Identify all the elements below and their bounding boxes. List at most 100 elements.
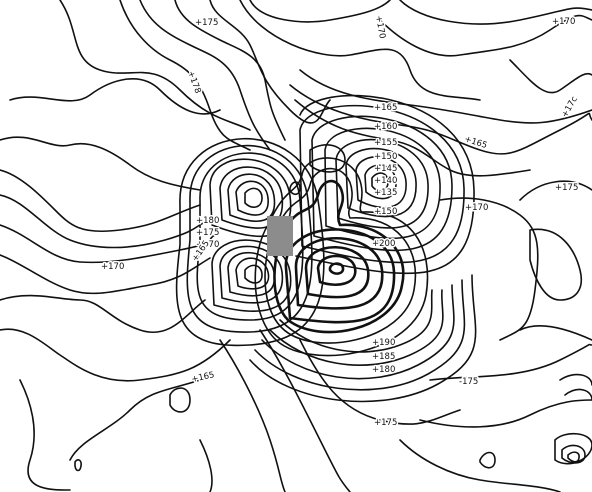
contour-label: +185 <box>372 352 395 362</box>
contour-line <box>174 0 286 141</box>
contour-line <box>244 187 263 208</box>
contour-line <box>0 224 216 264</box>
contour-line <box>279 289 433 353</box>
contour-label: +155 <box>374 138 397 148</box>
contour-line <box>227 173 276 222</box>
contour-label: +165 <box>190 239 212 264</box>
contour-line <box>439 197 539 341</box>
contour-label: +175 <box>195 18 218 28</box>
contour-label: +160 <box>374 122 397 132</box>
contour-line <box>559 373 592 386</box>
contour-label: +170 <box>101 262 124 272</box>
contour-label: +150 <box>374 152 397 162</box>
contour-line <box>519 180 592 201</box>
contour-line <box>264 167 417 344</box>
contour-line <box>254 157 429 357</box>
contour-line <box>289 181 301 196</box>
contour-line <box>74 459 82 472</box>
contour-line <box>509 59 592 94</box>
contour-line <box>269 289 444 366</box>
contour-line <box>295 94 475 275</box>
contour-label: +135 <box>374 188 397 198</box>
contour-label: +170 <box>465 203 488 213</box>
contour-line <box>324 127 441 240</box>
contour-line <box>259 329 351 492</box>
contour-line <box>119 0 251 151</box>
contour-line <box>273 179 405 334</box>
contour-line <box>379 14 592 57</box>
contour-label: +145 <box>374 164 397 174</box>
contour-line <box>235 180 269 216</box>
contour-line <box>0 254 211 295</box>
contour-line <box>479 451 496 469</box>
contour-line <box>561 444 586 464</box>
contour-line <box>284 228 396 324</box>
contour-line <box>294 99 531 177</box>
contour-label: +178 <box>185 70 202 95</box>
contour-line <box>249 0 391 23</box>
contour-label: +170 <box>196 240 219 250</box>
contour-line <box>419 399 592 428</box>
contour-label: +170 <box>373 15 387 40</box>
contour-line <box>244 264 263 284</box>
contour-line <box>311 115 453 252</box>
contour-line <box>335 138 429 229</box>
contour-line <box>219 166 284 229</box>
contour-label: +165 <box>374 103 397 113</box>
contour-line <box>429 343 592 381</box>
contour-line <box>299 69 592 124</box>
contour-label: +175 <box>374 418 397 428</box>
central-marker <box>267 216 293 256</box>
contour-line <box>399 0 592 25</box>
contour-line <box>554 432 592 465</box>
contour-line <box>261 284 455 380</box>
contour-line <box>564 388 592 401</box>
contour-line <box>219 245 284 304</box>
contour-line <box>219 339 286 492</box>
contour-line <box>209 0 331 124</box>
contour-line <box>519 325 592 341</box>
contour-line <box>239 0 481 101</box>
contour-line <box>69 379 201 461</box>
contour-line <box>0 328 231 382</box>
contour-line <box>235 257 270 290</box>
contour-line <box>254 279 466 391</box>
contour-line <box>0 194 211 249</box>
contour-line <box>567 451 580 463</box>
contour-label: +180 <box>372 365 395 375</box>
contour-line <box>19 379 71 491</box>
contour-line <box>0 294 206 333</box>
contour-line <box>169 387 191 413</box>
contour-line <box>345 147 417 218</box>
contour-label: +200 <box>372 239 395 249</box>
contour-line <box>0 169 201 233</box>
contour-line <box>328 262 345 275</box>
gray-marker-block <box>267 216 293 256</box>
contour-line <box>299 104 465 264</box>
contour-line <box>309 144 346 173</box>
contour-line <box>186 144 313 333</box>
contour-label: +190 <box>372 338 395 348</box>
contour-label: -175 <box>459 377 478 387</box>
contour-line <box>355 156 407 209</box>
contour-line <box>199 439 213 492</box>
contour-line <box>399 439 561 492</box>
contour-label: +170 <box>552 17 575 27</box>
contour-label: +165 <box>191 370 216 385</box>
contour-line <box>211 239 292 312</box>
contour-label: +150 <box>374 207 397 217</box>
contour-label: +180 <box>196 216 219 226</box>
contour-line <box>529 228 582 301</box>
contour-line <box>209 158 292 237</box>
contour-line <box>249 274 477 403</box>
contour-line <box>0 136 201 191</box>
contour-line <box>139 0 271 151</box>
contour-labels: +170 +170 +175 +178 +165 +160 +155 +150 … <box>100 13 582 429</box>
contour-line <box>59 0 251 131</box>
contour-label: +175 <box>555 183 578 193</box>
contour-label: +175 <box>196 228 219 238</box>
contour-line <box>364 164 397 200</box>
